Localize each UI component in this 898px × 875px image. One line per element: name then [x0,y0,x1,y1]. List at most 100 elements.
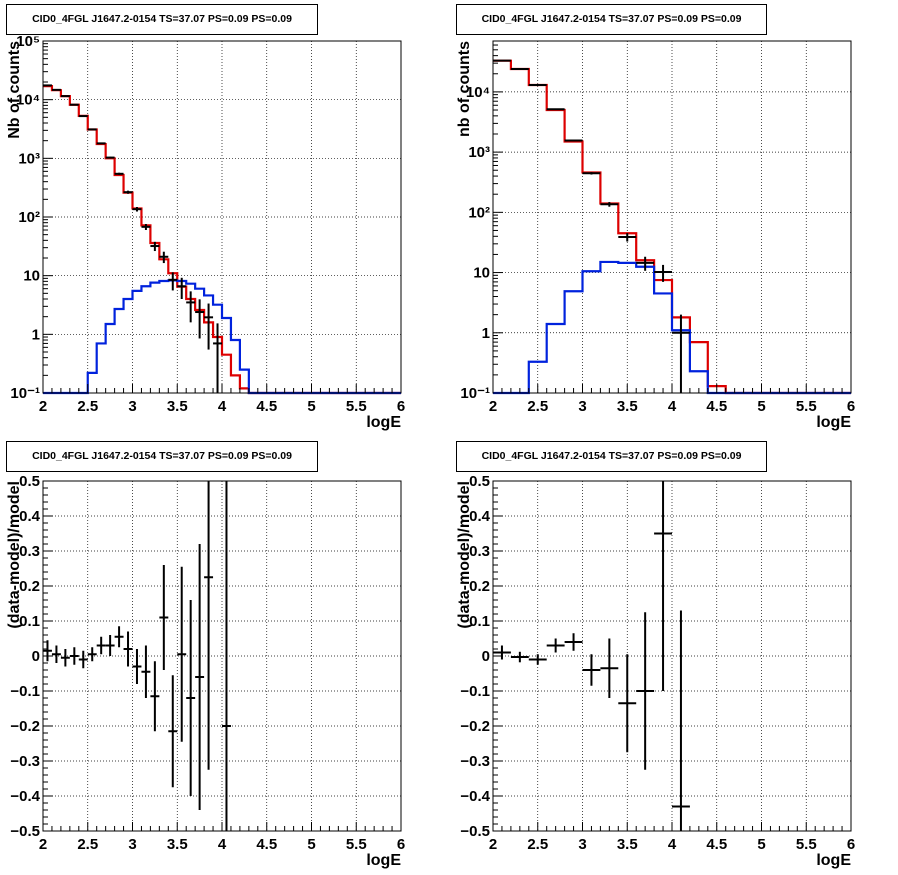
x-tick-label: 3.5 [167,398,188,415]
x-tick-label: 3 [128,836,136,853]
data-point [123,190,133,194]
data-point [168,272,178,291]
x-tick-label: 5 [307,398,315,415]
data-point [186,291,196,323]
data-point [168,675,178,788]
x-tick-label: 2 [489,398,497,415]
y-tick-label: −0.5 [10,823,40,840]
data-point [123,631,133,667]
data-point [60,649,70,667]
data-point [87,128,97,131]
y-tick-label: 0 [32,648,40,665]
x-tick-label: 3.5 [617,398,638,415]
x-tick-label: 5.5 [796,836,817,853]
data-point [114,172,124,175]
chart-title-bottom-left: CID0_4FGL J1647.2-0154 TS=37.07 PS=0.09 … [6,441,318,472]
y-tick-label: 0.2 [19,578,40,595]
data-point [654,264,672,282]
chart-title-top-right: CID0_4FGL J1647.2-0154 TS=37.07 PS=0.09 … [456,4,767,35]
y-tick-label: 10⁻¹ [10,385,40,402]
y-tick-label: 10 [23,268,40,285]
data-point [69,103,79,106]
data-point [600,638,619,698]
y-tick-label: −0.1 [10,683,40,700]
data-point [43,640,52,662]
y-tick-label: 0.2 [469,578,490,595]
data-point [195,544,205,810]
x-tick-label: 4.5 [706,836,727,853]
data-point [96,142,106,145]
y-tick-label: −0.2 [460,718,490,735]
y-tick-label: 10⁴ [16,92,40,109]
data-point [87,647,97,662]
x-tick-label: 6 [397,398,405,415]
data-point [69,647,79,665]
chart-panel-3: 2 2.5 3 3.5 4 4.5 5 5.5 6 −0.5 −0.4 −0.3 −0.2 −0.1 0 0.… [456,473,855,869]
x-tick-label: 6 [847,836,855,853]
x-tick-label: 2 [39,836,47,853]
y-tick-label: 1 [482,325,490,342]
y-tick-label: 10³ [468,144,490,161]
data-point [159,565,169,670]
data-point [105,635,115,656]
data-point [78,115,88,118]
x-tick-label: 4.5 [706,398,727,415]
data-point [618,233,637,242]
y-tick-label: 0.4 [469,508,491,525]
x-tick-label: 4 [668,836,677,853]
x-tick-label: 3 [128,398,136,415]
chart-title-top-left: CID0_4FGL J1647.2-0154 TS=37.07 PS=0.09 … [6,4,318,35]
data-point [528,654,547,665]
y-tick-label: 0.3 [19,543,40,560]
data-point [636,256,655,271]
y-tick-label: 0.5 [469,473,490,490]
x-axis-label: logE [816,414,851,431]
data-point [132,649,142,684]
chart-panel-0: 2 2.5 3 3.5 4 4.5 5 5.5 6 10⁻¹ 1 10 10² 10³ 10⁴ 10⁵ logE… [6,33,405,431]
y-axis-label: nb of counts [456,41,473,137]
data-point [177,566,187,742]
y-axis-label: Nb of counts [6,41,23,139]
y-tick-label: 10⁴ [466,84,490,101]
y-tick-label: −0.2 [10,718,40,735]
y-tick-label: 0.1 [19,613,40,630]
data-point [654,481,672,691]
y-tick-label: 10² [468,204,490,221]
x-tick-label: 4 [668,398,677,415]
x-tick-label: 5.5 [796,398,817,415]
x-tick-label: 5 [307,836,315,853]
y-axis-label: (data-model)/model [6,481,23,629]
y-tick-label: 10² [18,209,40,226]
x-tick-label: 2 [39,398,47,415]
x-axis-label: logE [366,414,401,431]
y-tick-label: −0.3 [10,753,40,770]
y-tick-label: 10³ [18,150,40,167]
data-point [105,156,115,159]
data-point [564,139,583,142]
data-point [141,223,151,231]
y-tick-label: 0.5 [19,473,40,490]
x-tick-label: 4.5 [256,398,277,415]
x-tick-label: 6 [847,398,855,415]
data-point [78,650,88,669]
x-tick-label: 5.5 [346,398,367,415]
y-tick-label: 10 [473,265,490,282]
y-tick-label: −0.4 [10,788,40,805]
data-point [141,645,151,698]
data-point [150,241,160,252]
data-point [672,314,690,393]
y-tick-label: −0.3 [460,753,490,770]
x-tick-label: 4.5 [256,836,277,853]
data-point [600,202,619,207]
data-point [150,661,160,732]
data-point [510,651,529,663]
data-point [213,323,222,393]
data-point [204,481,214,770]
y-tick-label: −0.1 [460,683,490,700]
x-tick-label: 3.5 [617,836,638,853]
data-point [132,207,142,212]
data-point [195,299,205,339]
data-point [636,612,655,770]
data-point [222,481,231,831]
data-point [204,303,214,350]
